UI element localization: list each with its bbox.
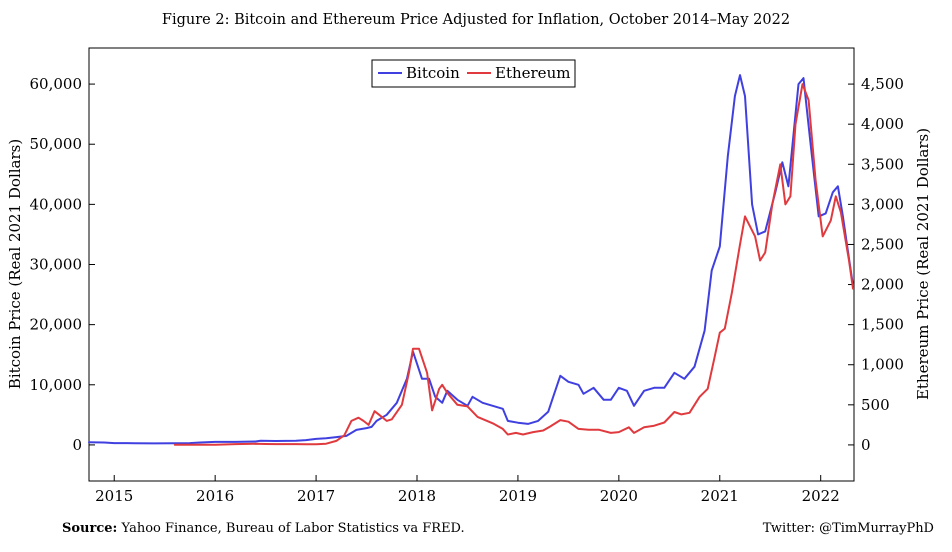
chart-title: Figure 2: Bitcoin and Ethereum Price Adj… (161, 12, 791, 28)
y-tick-label: 30,000 (30, 256, 83, 274)
y2-tick-label: 2,000 (861, 276, 904, 294)
y2-tick-label: 4,500 (861, 75, 904, 93)
y-tick-label: 10,000 (30, 376, 83, 394)
x-tick-label: 2019 (499, 487, 537, 505)
y2-tick-label: 0 (861, 436, 871, 454)
x-tick-label: 2020 (600, 487, 638, 505)
x-tick-label: 2015 (95, 487, 133, 505)
y2-tick-label: 4,000 (861, 115, 904, 133)
y2-tick-label: 500 (861, 396, 890, 414)
source-text: Yahoo Finance, Bureau of Labor Statistic… (121, 521, 465, 536)
y2-tick-label: 3,000 (861, 195, 904, 213)
x-axis: 2015 2016 2017 2018 2019 2020 2021 2022 (95, 475, 840, 505)
y2-axis-label: Ethereum Price (Real 2021 Dollars) (914, 128, 932, 400)
legend: Bitcoin Ethereum (371, 59, 576, 88)
y-tick-label: 20,000 (30, 316, 83, 334)
y2-tick-label: 1,000 (861, 356, 904, 374)
x-tick-label: 2017 (297, 487, 335, 505)
y-axis-label: Bitcoin Price (Real 2021 Dollars) (6, 139, 24, 389)
y-tick-label: 60,000 (30, 75, 83, 93)
y-axis-left: 0 10,000 20,000 30,000 40,000 50,000 60,000 (30, 75, 95, 454)
source-note: Source: Yahoo Finance, Bureau of Labor S… (62, 521, 465, 536)
y2-tick-label: 3,500 (861, 155, 904, 173)
x-tick-label: 2021 (701, 487, 739, 505)
series-line-bitcoin (88, 74, 854, 445)
credit-note: Twitter: @TimMurrayPhD (762, 521, 934, 536)
legend-label-bitcoin: Bitcoin (406, 64, 460, 82)
plot-frame (88, 47, 855, 482)
y2-tick-label: 2,500 (861, 235, 904, 253)
y-tick-label: 40,000 (30, 195, 83, 213)
series-lines (88, 74, 854, 446)
y-tick-label: 0 (72, 436, 82, 454)
source-label: Source: (62, 521, 118, 536)
x-tick-label: 2016 (196, 487, 234, 505)
y-tick-label: 50,000 (30, 135, 83, 153)
legend-label-ethereum: Ethereum (495, 64, 570, 82)
series-line-ethereum (173, 83, 854, 446)
y-axis-right: 0 500 1,000 1,500 2,000 2,500 3,000 3,500 4,000 4… (848, 75, 904, 454)
x-tick-label: 2022 (802, 487, 840, 505)
x-tick-label: 2018 (398, 487, 436, 505)
y2-tick-label: 1,500 (861, 316, 904, 334)
